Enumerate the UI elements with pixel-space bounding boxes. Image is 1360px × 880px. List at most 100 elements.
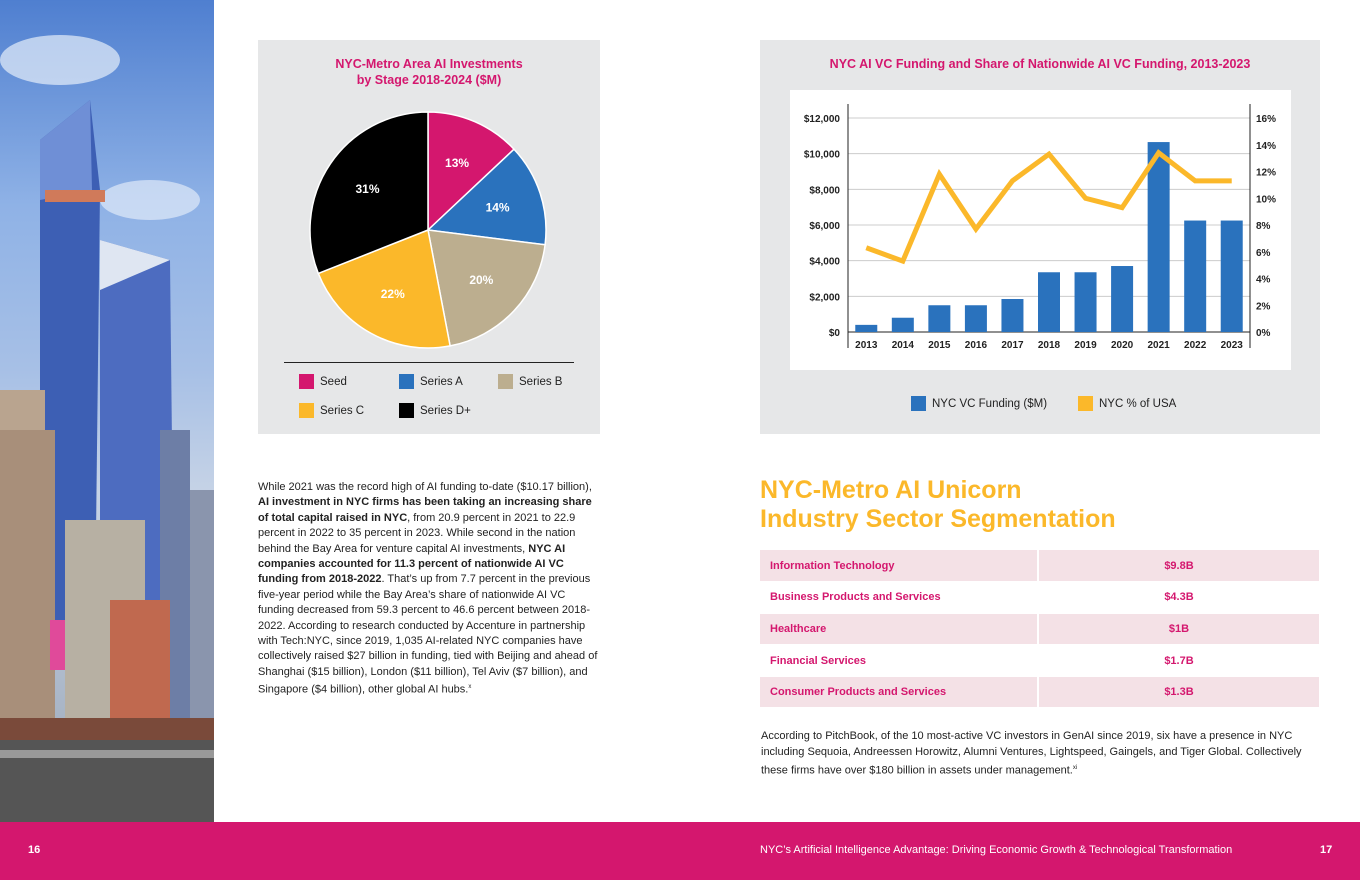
text-segment: , from 20.9 percent in 2021 to 22.9 perc…: [258, 511, 576, 555]
pie-chart-panel: NYC-Metro Area AI Investments by Stage 2…: [258, 40, 600, 434]
bar-2014: [891, 317, 914, 332]
line-series-nyc-share: [865, 149, 1232, 265]
bold-text-segment: NYC AI companies accounted for 11.3 perc…: [258, 542, 566, 586]
x-tick-label: 2017: [1001, 340, 1024, 351]
heading-line1: NYC-Metro AI Unicorn: [760, 476, 1022, 504]
sector-value: $1.3B: [1038, 676, 1319, 709]
x-tick-label: 2020: [1111, 340, 1134, 351]
bar-chart-panel: NYC AI VC Funding and Share of Nationwid…: [760, 40, 1320, 434]
footnote-marker[interactable]: x: [468, 684, 472, 691]
y2-tick-label: 10%: [1256, 194, 1276, 205]
legend-label: Series B: [519, 375, 563, 388]
sector-value: $9.8B: [1038, 550, 1319, 583]
table-row: Healthcare $1B: [760, 613, 1319, 646]
legend-swatch: [399, 403, 414, 418]
table-row: Financial Services $1.7B: [760, 644, 1319, 677]
pie-data-label: 13%: [445, 156, 469, 170]
bar-2015: [928, 305, 951, 332]
bar-2016: [964, 305, 987, 332]
y-tick-label: $0: [829, 328, 841, 339]
footer-bar: 16 NYC’s Artificial Intelligence Advanta…: [0, 822, 1360, 880]
bar-2021: [1147, 142, 1170, 332]
pie-slice-seed: [427, 111, 516, 232]
legend-item: NYC % of USA: [1078, 396, 1176, 411]
sector-value: $1B: [1038, 613, 1319, 646]
pie-data-label: 20%: [469, 273, 493, 287]
x-tick-label: 2021: [1148, 340, 1171, 351]
pie-title-line1: NYC-Metro Area AI Investments: [335, 57, 523, 71]
legend-swatch: [498, 374, 513, 389]
y2-tick-label: 14%: [1256, 141, 1276, 152]
legend-swatch: [299, 403, 314, 418]
y2-tick-label: 16%: [1256, 114, 1276, 125]
sector-table: Information Technology $9.8B Business Prod…: [760, 550, 1319, 709]
y2-tick-label: 0%: [1256, 328, 1271, 339]
body-paragraph-left: While 2021 was the record high of AI fun…: [258, 480, 603, 698]
bar-2013: [855, 324, 878, 332]
y-tick-label: $4,000: [809, 257, 840, 268]
x-tick-label: 2014: [892, 340, 915, 351]
pie-slice-series-b: [427, 229, 546, 347]
legend-swatch: [299, 374, 314, 389]
legend-label: NYC VC Funding ($M): [932, 397, 1048, 410]
y-tick-label: $12,000: [804, 114, 841, 125]
legend-swatch: [911, 396, 926, 411]
legend-divider: [284, 362, 574, 363]
sector-name: Healthcare: [760, 613, 1039, 646]
bar-line-chart: $0 $2,000 $4,000 $6,000 $8,000 $10,000 $12,000…: [804, 104, 1276, 351]
y-tick-label: $10,000: [804, 150, 841, 161]
section-heading: NYC-Metro AI Unicorn Industry Sector Segm…: [760, 476, 1260, 534]
text-segment: According to PitchBook, of the 10 most-a…: [761, 730, 1302, 777]
page-number-right: 17: [1320, 844, 1333, 856]
pie-title-line2: by Stage 2018-2024 ($M): [356, 73, 502, 87]
legend-item: NYC VC Funding ($M): [911, 396, 1047, 411]
bar-2019: [1074, 272, 1097, 332]
text-segment: While 2021 was the record high of AI fun…: [258, 481, 592, 493]
pie-data-label: 31%: [355, 182, 379, 196]
legend-item: Series A: [399, 374, 463, 389]
x-tick-label: 2019: [1074, 340, 1097, 351]
pie-slice-series-a: [426, 148, 547, 246]
sector-name: Information Technology: [760, 550, 1039, 583]
legend-swatch: [1078, 396, 1093, 411]
y2-tick-label: 8%: [1256, 221, 1271, 232]
text-segment: . That’s up from 7.7 percent in the prev…: [258, 573, 598, 696]
pie-chart-title: NYC-Metro Area AI Investments by Stage 2…: [258, 56, 600, 88]
sector-value: $1.7B: [1038, 644, 1319, 677]
pie-chart: 13% 14% 20% 22% 31%: [309, 111, 547, 349]
bar-2018: [1038, 272, 1060, 332]
y-tick-label: $2,000: [809, 292, 840, 303]
legend-item: Series D+: [399, 403, 471, 418]
bar-chart-title: NYC AI VC Funding and Share of Nationwid…: [829, 57, 1251, 71]
legend-swatch: [399, 374, 414, 389]
legend-item: Series C: [299, 403, 364, 418]
bar-2022: [1184, 220, 1207, 332]
pie-slice-series-c: [317, 228, 451, 349]
bar-2017: [1001, 299, 1024, 332]
legend-item: Series B: [498, 374, 562, 389]
bold-text-segment: AI investment in NYC firms has been taki…: [258, 496, 592, 524]
x-tick-label: 2015: [928, 340, 951, 351]
sector-value: $4.3B: [1038, 581, 1319, 614]
x-tick-label: 2022: [1184, 340, 1207, 351]
table-row: Information Technology $9.8B: [760, 550, 1319, 583]
legend-label: Series C: [320, 404, 365, 417]
skyline-illustration: [0, 35, 214, 822]
sector-name: Financial Services: [760, 644, 1039, 677]
pie-data-label: 14%: [486, 200, 510, 214]
legend-item: Seed: [299, 374, 347, 389]
sector-name: Business Products and Services: [760, 581, 1039, 614]
page-number-left: 16: [28, 844, 41, 856]
x-tick-label: 2023: [1221, 340, 1244, 351]
x-tick-label: 2018: [1038, 340, 1061, 351]
city-skyline-photo: [0, 0, 214, 822]
y2-tick-label: 2%: [1256, 301, 1271, 312]
legend-label: Series A: [420, 375, 463, 388]
footer-title: NYC’s Artificial Intelligence Advantage:…: [760, 844, 1233, 856]
y-tick-label: $8,000: [809, 185, 840, 196]
heading-line2: Industry Sector Segmentation: [760, 505, 1116, 533]
y-tick-label: $6,000: [809, 221, 840, 232]
footnote-marker[interactable]: xi: [1072, 764, 1078, 771]
y2-tick-label: 6%: [1256, 248, 1271, 259]
x-tick-label: 2013: [855, 340, 878, 351]
